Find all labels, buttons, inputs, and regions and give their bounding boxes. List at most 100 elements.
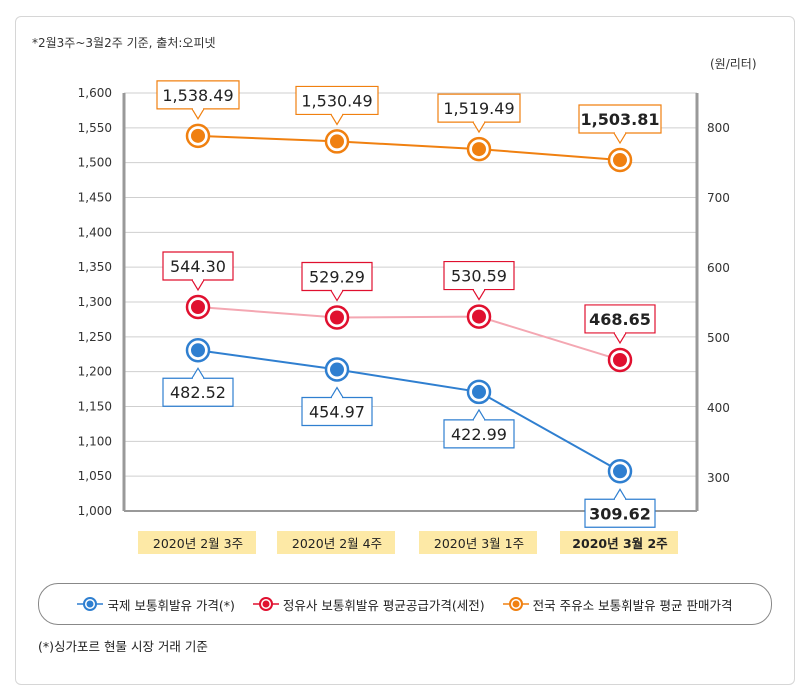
right-tick-label: 300 bbox=[707, 471, 730, 485]
legend: 국제 보통휘발유 가격(*) 정유사 보통휘발유 평균공급가격(세전) 전국 주… bbox=[38, 583, 772, 625]
point-marker-inner bbox=[472, 142, 486, 157]
data-label-pointer bbox=[191, 367, 205, 379]
right-tick-label: 400 bbox=[707, 401, 730, 415]
data-label: 544.30 bbox=[170, 257, 226, 276]
footnote: (*)싱가포르 현물 시장 거래 기준 bbox=[38, 639, 208, 654]
data-label: 468.65 bbox=[589, 310, 651, 329]
category-label-bg bbox=[277, 531, 395, 554]
data-label-pointer bbox=[191, 279, 205, 292]
data-label-box bbox=[162, 377, 234, 407]
data-label-box bbox=[443, 260, 515, 291]
category-label: 2020년 3월 1주 bbox=[434, 536, 524, 551]
legend-label: 국제 보통휘발유 가격(*) bbox=[107, 597, 235, 613]
point-marker-inner bbox=[330, 362, 344, 377]
point-marker-inner bbox=[613, 352, 627, 367]
data-label-pointer bbox=[330, 114, 344, 126]
data-point bbox=[324, 305, 350, 330]
legend-label: 전국 주유소 보통휘발유 평균 판매가격 bbox=[532, 597, 733, 613]
data-label-pointer bbox=[191, 108, 205, 121]
point-marker-inner bbox=[472, 384, 486, 399]
data-label-pointer bbox=[613, 488, 627, 500]
left-tick-label: 1,550 bbox=[78, 121, 112, 135]
data-label-box bbox=[295, 85, 379, 116]
left-tick-label: 1,500 bbox=[78, 156, 112, 170]
data-label-box bbox=[301, 261, 373, 292]
point-marker-inner bbox=[191, 299, 205, 314]
source-note: *2월3주~3월2주 기준, 출처:오피넷 bbox=[32, 36, 216, 50]
category-label: 2020년 3월 2주 bbox=[572, 536, 668, 551]
left-tick-label: 1,450 bbox=[78, 191, 112, 205]
data-label-box bbox=[584, 498, 656, 528]
orange-marker-icon bbox=[502, 597, 529, 611]
red-marker-icon bbox=[252, 597, 279, 611]
point-marker-inner bbox=[191, 343, 205, 358]
right-tick-label: 500 bbox=[707, 331, 730, 345]
left-tick-label: 1,200 bbox=[78, 365, 112, 379]
data-point bbox=[185, 337, 211, 363]
data-label-pointer bbox=[472, 289, 486, 301]
data-point bbox=[185, 123, 211, 149]
data-label-pointer bbox=[330, 290, 344, 302]
data-point bbox=[466, 304, 492, 329]
point-marker-inner bbox=[191, 128, 205, 143]
data-label-pointer bbox=[472, 121, 486, 134]
point-marker-inner bbox=[472, 309, 486, 324]
blue-marker-icon bbox=[77, 597, 104, 611]
series-line bbox=[197, 134, 621, 162]
data-label: 1,503.81 bbox=[581, 110, 660, 129]
data-point bbox=[607, 147, 633, 173]
legend-label: 정유사 보통휘발유 평균공급가격(세전) bbox=[282, 597, 485, 613]
data-label-box bbox=[437, 93, 521, 123]
data-point bbox=[607, 347, 633, 373]
right-tick-label: 800 bbox=[707, 121, 730, 135]
left-tick-label: 1,400 bbox=[78, 225, 112, 239]
data-label-box bbox=[584, 304, 656, 334]
left-tick-label: 1,600 bbox=[78, 86, 112, 100]
category-label: 2020년 2월 3주 bbox=[153, 536, 243, 551]
point-marker-inner bbox=[613, 464, 627, 479]
data-label: 1,538.49 bbox=[162, 86, 233, 105]
left-tick-label: 1,100 bbox=[78, 434, 112, 448]
data-label-pointer bbox=[613, 132, 627, 145]
legend-item-refinery: 정유사 보통휘발유 평균공급가격(세전) bbox=[252, 595, 485, 614]
data-point bbox=[466, 136, 492, 162]
legend-item-station: 전국 주유소 보통휘발유 평균 판매가격 bbox=[502, 595, 733, 614]
category-label-bg bbox=[138, 531, 256, 554]
left-tick-label: 1,050 bbox=[78, 469, 112, 483]
data-point bbox=[324, 129, 350, 154]
data-point bbox=[607, 459, 633, 484]
data-label-box bbox=[443, 419, 515, 449]
category-label-bg bbox=[419, 531, 537, 554]
point-marker-inner bbox=[330, 134, 344, 149]
data-label: 309.62 bbox=[589, 504, 651, 523]
data-point bbox=[185, 294, 211, 320]
data-label: 454.97 bbox=[309, 403, 365, 422]
data-point bbox=[466, 379, 492, 405]
left-tick-label: 1,350 bbox=[78, 260, 112, 274]
data-label-box bbox=[156, 80, 240, 110]
data-label-pointer bbox=[613, 332, 627, 345]
left-tick-label: 1,300 bbox=[78, 295, 112, 309]
data-label: 482.52 bbox=[170, 383, 226, 402]
right-axis-unit: (원/리터) bbox=[710, 57, 757, 71]
left-tick-label: 1,150 bbox=[78, 400, 112, 414]
data-label: 1,519.49 bbox=[443, 99, 514, 118]
data-point bbox=[324, 357, 350, 382]
left-tick-label: 1,250 bbox=[78, 330, 112, 344]
data-label: 422.99 bbox=[451, 425, 507, 444]
data-label-pointer bbox=[330, 386, 344, 398]
series-line bbox=[197, 349, 621, 473]
data-label: 529.29 bbox=[309, 267, 365, 286]
data-label-pointer bbox=[472, 408, 486, 421]
category-label: 2020년 2월 4주 bbox=[292, 536, 382, 551]
series-line bbox=[197, 305, 621, 361]
data-label-box bbox=[301, 396, 373, 427]
left-tick-label: 1,000 bbox=[78, 504, 112, 518]
category-label-bg bbox=[560, 531, 678, 554]
data-label: 530.59 bbox=[451, 267, 507, 286]
legend-item-international: 국제 보통휘발유 가격(*) bbox=[77, 595, 235, 614]
data-label-box bbox=[578, 104, 662, 134]
data-label-box bbox=[162, 251, 234, 281]
point-marker-inner bbox=[330, 310, 344, 325]
